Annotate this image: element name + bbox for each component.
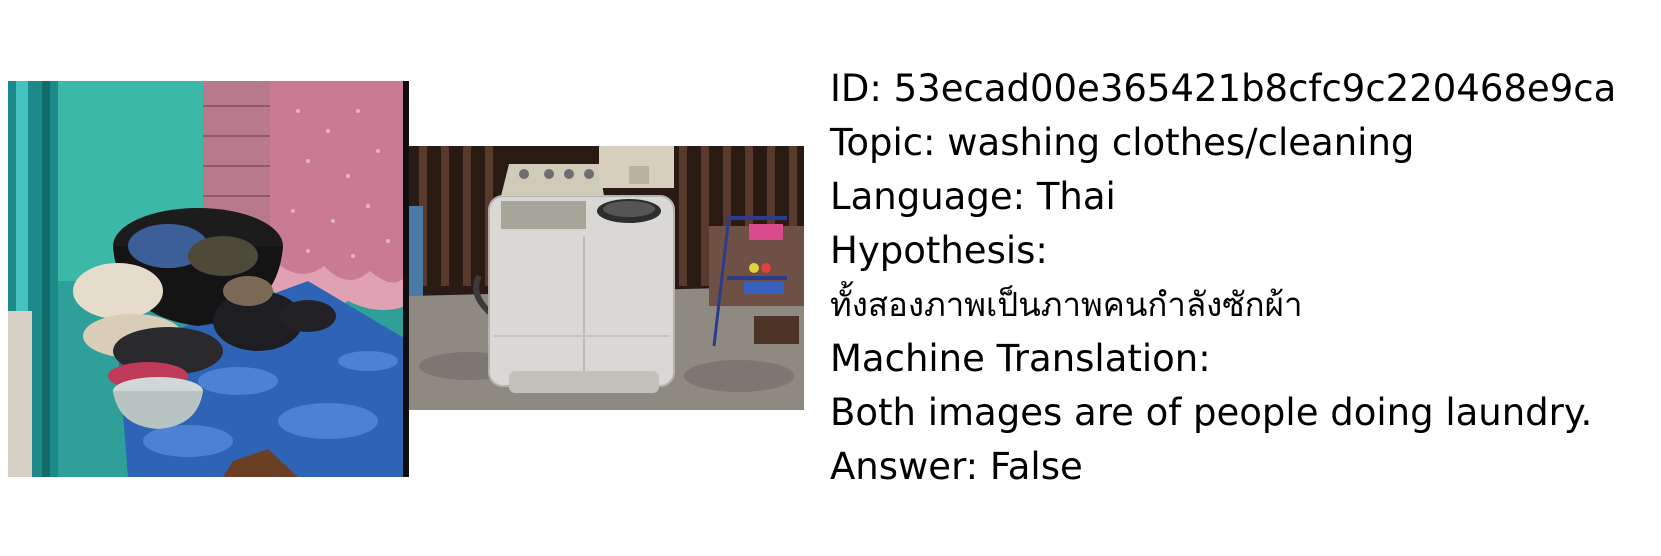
info-panel: ID: 53ecad00e365421b8cfc9c220468e9ca Top…	[830, 62, 1655, 494]
topic-line: Topic: washing clothes/cleaning	[830, 121, 1415, 164]
translation-text: Both images are of people doing laundry.	[830, 391, 1593, 434]
translation-label: Machine Translation:	[830, 337, 1211, 380]
id-line: ID: 53ecad00e365421b8cfc9c220468e9ca	[830, 67, 1617, 110]
hypothesis-label: Hypothesis:	[830, 229, 1048, 272]
laundry-basket-photo	[8, 81, 409, 477]
hypothesis-text: ทั้งสองภาพเป็นภาพคนกำลังซักผ้า	[830, 285, 1303, 324]
language-line: Language: Thai	[830, 175, 1116, 218]
washing-machine-photo	[409, 146, 804, 410]
answer-line: Answer: False	[830, 445, 1083, 488]
